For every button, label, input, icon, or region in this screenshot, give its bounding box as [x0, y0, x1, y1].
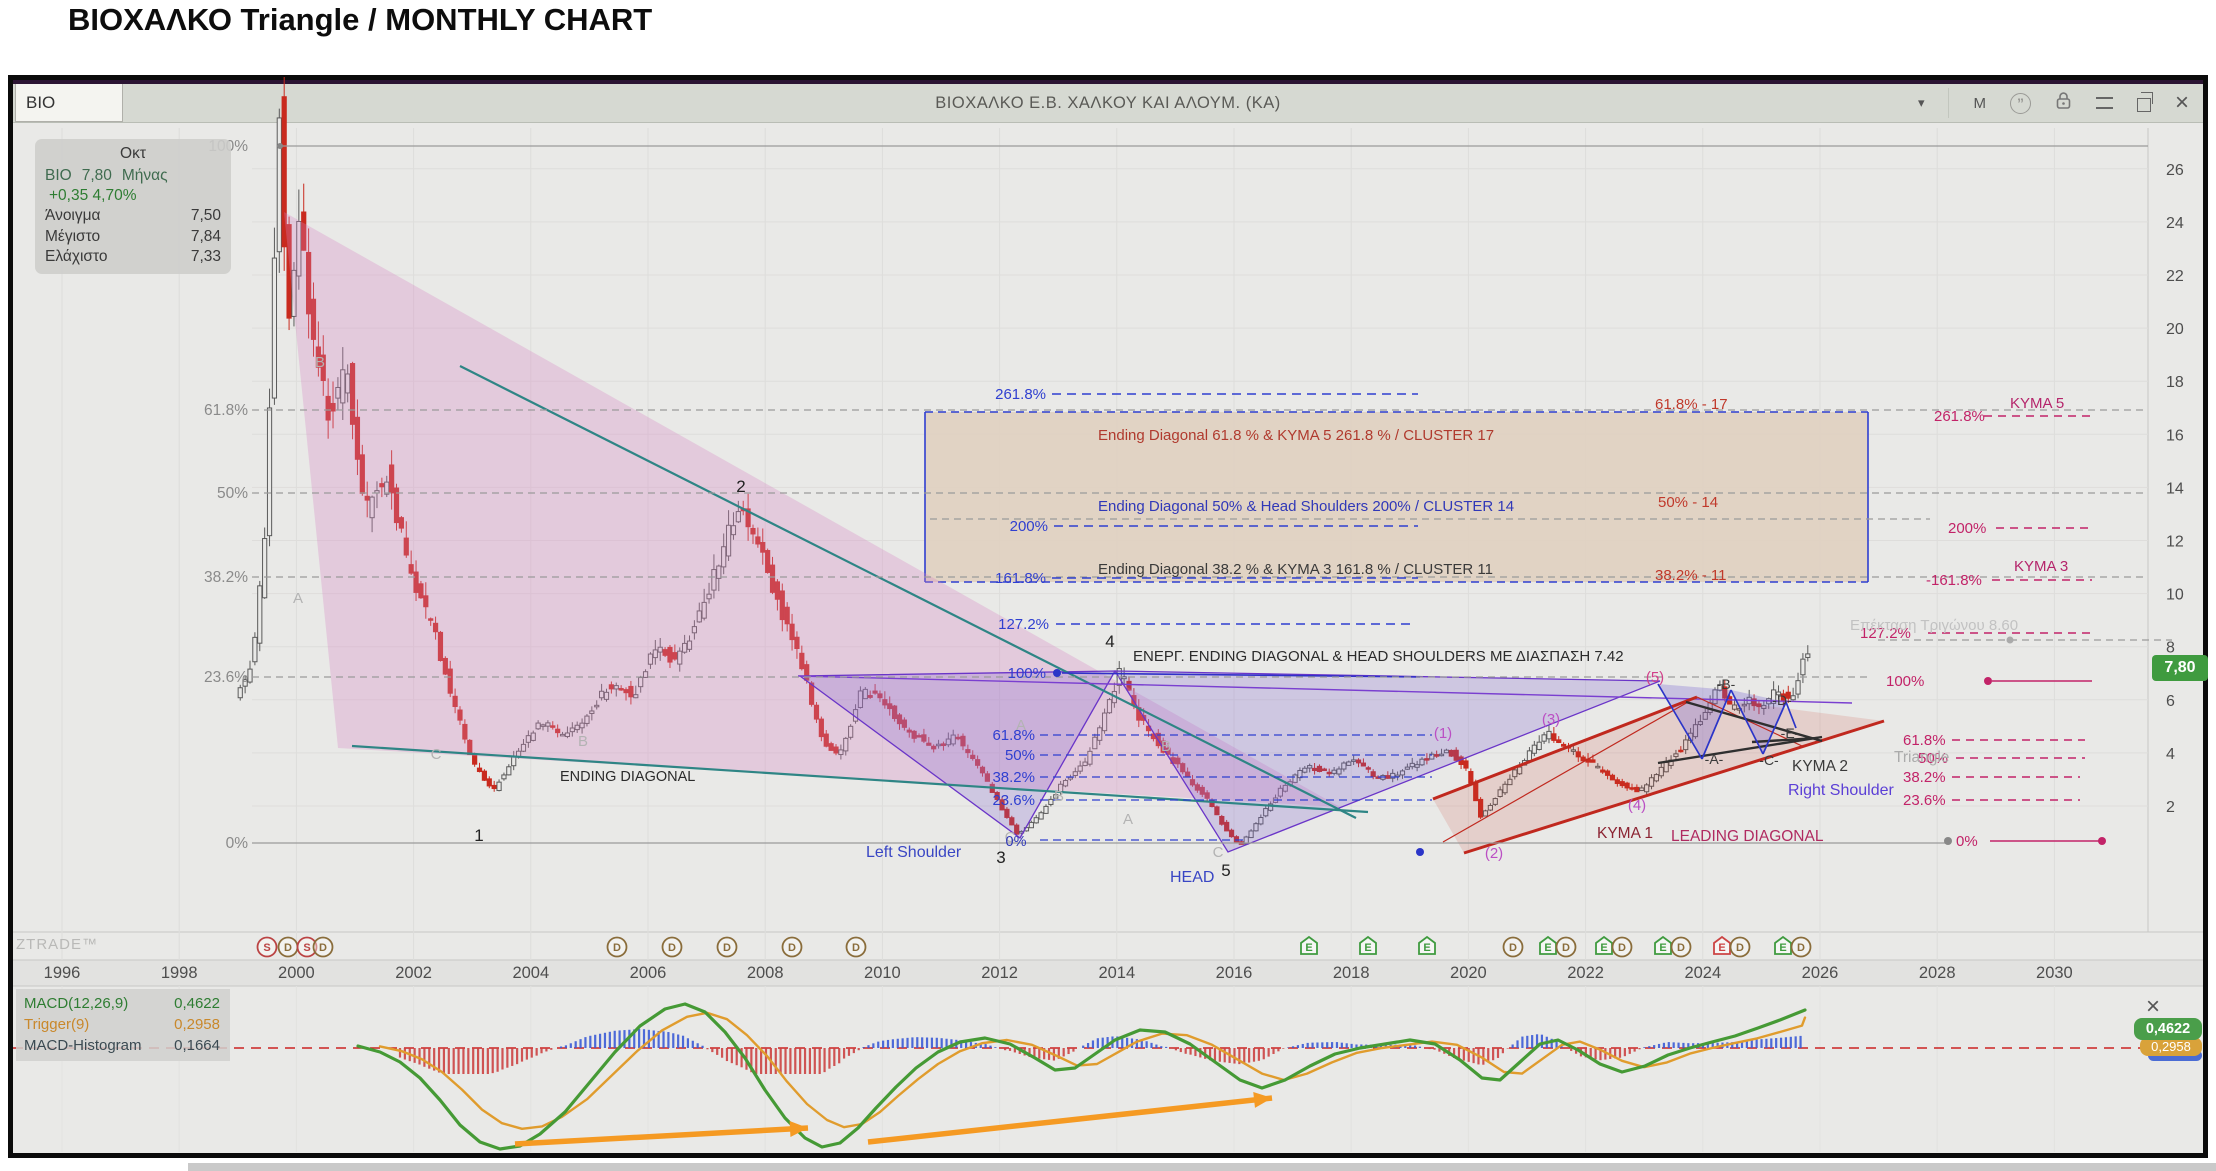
- macd-legend-row: MACD(12,26,9) 0,4622: [24, 995, 220, 1012]
- minimize-icon[interactable]: [2095, 97, 2113, 109]
- last-price-badge: 7,80: [2152, 655, 2208, 681]
- interval-button[interactable]: M: [1973, 94, 1986, 112]
- macd-value-badge: 0,4622: [2134, 1018, 2202, 1040]
- macd-legend: MACD(12,26,9) 0,4622 Trigger(9) 0,2958 MAC…: [16, 989, 230, 1061]
- macd-legend-row: Trigger(9) 0,2958: [24, 1016, 220, 1033]
- tab-bio[interactable]: BIO: [15, 84, 123, 122]
- info-symbol-price: BIO 7,80 Μήνας: [45, 166, 221, 186]
- quote-info-panel: Οκτ BIO 7,80 Μήνας +0,35 4,70% Άνοιγμα 7,…: [35, 139, 231, 274]
- window-titlebar: ΒΙΟΧΑΛΚΟ Ε.Β. ΧΑΛΚΟΥ ΚΑΙ ΑΛΟΥΜ. (ΚΑ) BIO…: [13, 84, 2203, 123]
- macd-close-icon[interactable]: ×: [2146, 993, 2161, 1020]
- restore-icon[interactable]: [2136, 92, 2153, 112]
- chevron-down-icon[interactable]: ▾: [1917, 95, 1925, 110]
- info-change: +0,35 4,70%: [49, 187, 137, 205]
- macd-trigger-badge: 0,2958: [2140, 1037, 2202, 1056]
- close-icon[interactable]: ×: [2174, 89, 2189, 116]
- info-row-high: Μέγιστο 7,84: [45, 227, 221, 245]
- taskbar-fragment: [188, 1163, 2216, 1171]
- info-period: Μήνας: [121, 167, 168, 185]
- separator: [1948, 88, 1950, 118]
- page-title: ΒΙΟΧΑΛΚΟ Triangle / MONTHLY CHART: [68, 2, 653, 37]
- window-title: ΒΙΟΧΑΛΚΟ Ε.Β. ΧΑΛΚΟΥ ΚΑΙ ΑΛΟΥΜ. (ΚΑ): [935, 93, 1281, 112]
- ztrade-watermark: ZTRADE™: [16, 936, 98, 953]
- info-row-low: Ελάχιστο 7,33: [45, 247, 221, 265]
- info-price: 7,80: [81, 167, 112, 185]
- titlebar-controls: ▾ M ” ×: [1918, 84, 2189, 122]
- tab-label: BIO: [26, 92, 56, 112]
- lock-icon[interactable]: [2055, 91, 2072, 115]
- macd-legend-row: MACD-Histogram 0,1664: [24, 1037, 220, 1054]
- quote-icon[interactable]: ”: [2009, 92, 2031, 114]
- info-month: Οκτ: [120, 145, 146, 162]
- window-accent-bar: [13, 80, 2203, 84]
- info-symbol: BIO: [45, 167, 72, 185]
- info-row-open: Άνοιγμα 7,50: [45, 207, 221, 225]
- chart-window: ΒΙΟΧΑΛΚΟ Ε.Β. ΧΑΛΚΟΥ ΚΑΙ ΑΛΟΥΜ. (ΚΑ) BIO…: [8, 75, 2208, 1158]
